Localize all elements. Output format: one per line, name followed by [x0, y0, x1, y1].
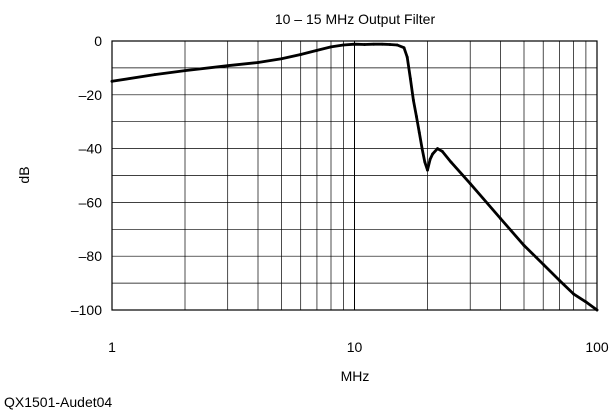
data-point	[256, 61, 260, 64]
data-point	[417, 131, 421, 134]
figure-credit: QX1501-Audet04	[4, 394, 112, 410]
data-point	[402, 46, 406, 50]
y-ticks: 0 –20 –40 –60 –80 –100 1 10 100	[71, 33, 609, 355]
data-point	[372, 42, 376, 46]
y-tick-label: –100	[71, 302, 102, 318]
data-point	[408, 77, 412, 81]
y-tick-label: –40	[79, 141, 103, 157]
data-point	[395, 43, 399, 47]
data-point	[468, 182, 472, 185]
data-point	[153, 73, 157, 77]
data-point	[380, 42, 384, 46]
data-point	[426, 168, 429, 172]
series-line	[110, 42, 599, 312]
data-point	[423, 160, 427, 164]
data-point	[342, 43, 345, 47]
y-tick-label: –80	[79, 248, 103, 264]
data-point	[541, 262, 545, 266]
data-point	[405, 55, 409, 59]
y-axis-label: dB	[16, 166, 32, 183]
data-point	[388, 43, 392, 46]
data-point	[353, 42, 356, 46]
data-point	[431, 152, 435, 156]
chart-title: 10 – 15 MHz Output Filter	[275, 11, 436, 27]
grid	[112, 41, 597, 310]
data-point	[558, 279, 561, 282]
x-tick-label: 1	[108, 339, 116, 355]
data-point	[436, 147, 439, 151]
data-point	[110, 79, 114, 83]
x-tick-label: 100	[585, 339, 609, 355]
data-point	[584, 300, 588, 304]
plot-frame	[111, 40, 598, 311]
data-point	[572, 292, 575, 296]
data-point	[412, 98, 415, 102]
data-point	[226, 64, 230, 68]
data-point	[595, 308, 599, 312]
y-tick-label: 0	[94, 33, 102, 49]
x-axis-label: MHz	[341, 368, 370, 384]
y-tick-label: –60	[79, 194, 103, 210]
data-point	[499, 217, 502, 220]
data-point	[415, 114, 418, 118]
data-point	[183, 69, 187, 72]
data-point	[329, 45, 333, 49]
data-point	[449, 160, 453, 164]
data-point	[440, 149, 444, 153]
data-point	[428, 157, 432, 161]
y-tick-label: –20	[79, 87, 103, 103]
data-point	[299, 53, 303, 56]
data-point	[315, 49, 319, 52]
x-tick-label: 10	[347, 339, 363, 355]
data-point	[420, 147, 424, 151]
data-point	[522, 244, 526, 247]
data-point	[280, 57, 283, 61]
series-layer	[110, 42, 599, 312]
data-point	[363, 43, 366, 46]
